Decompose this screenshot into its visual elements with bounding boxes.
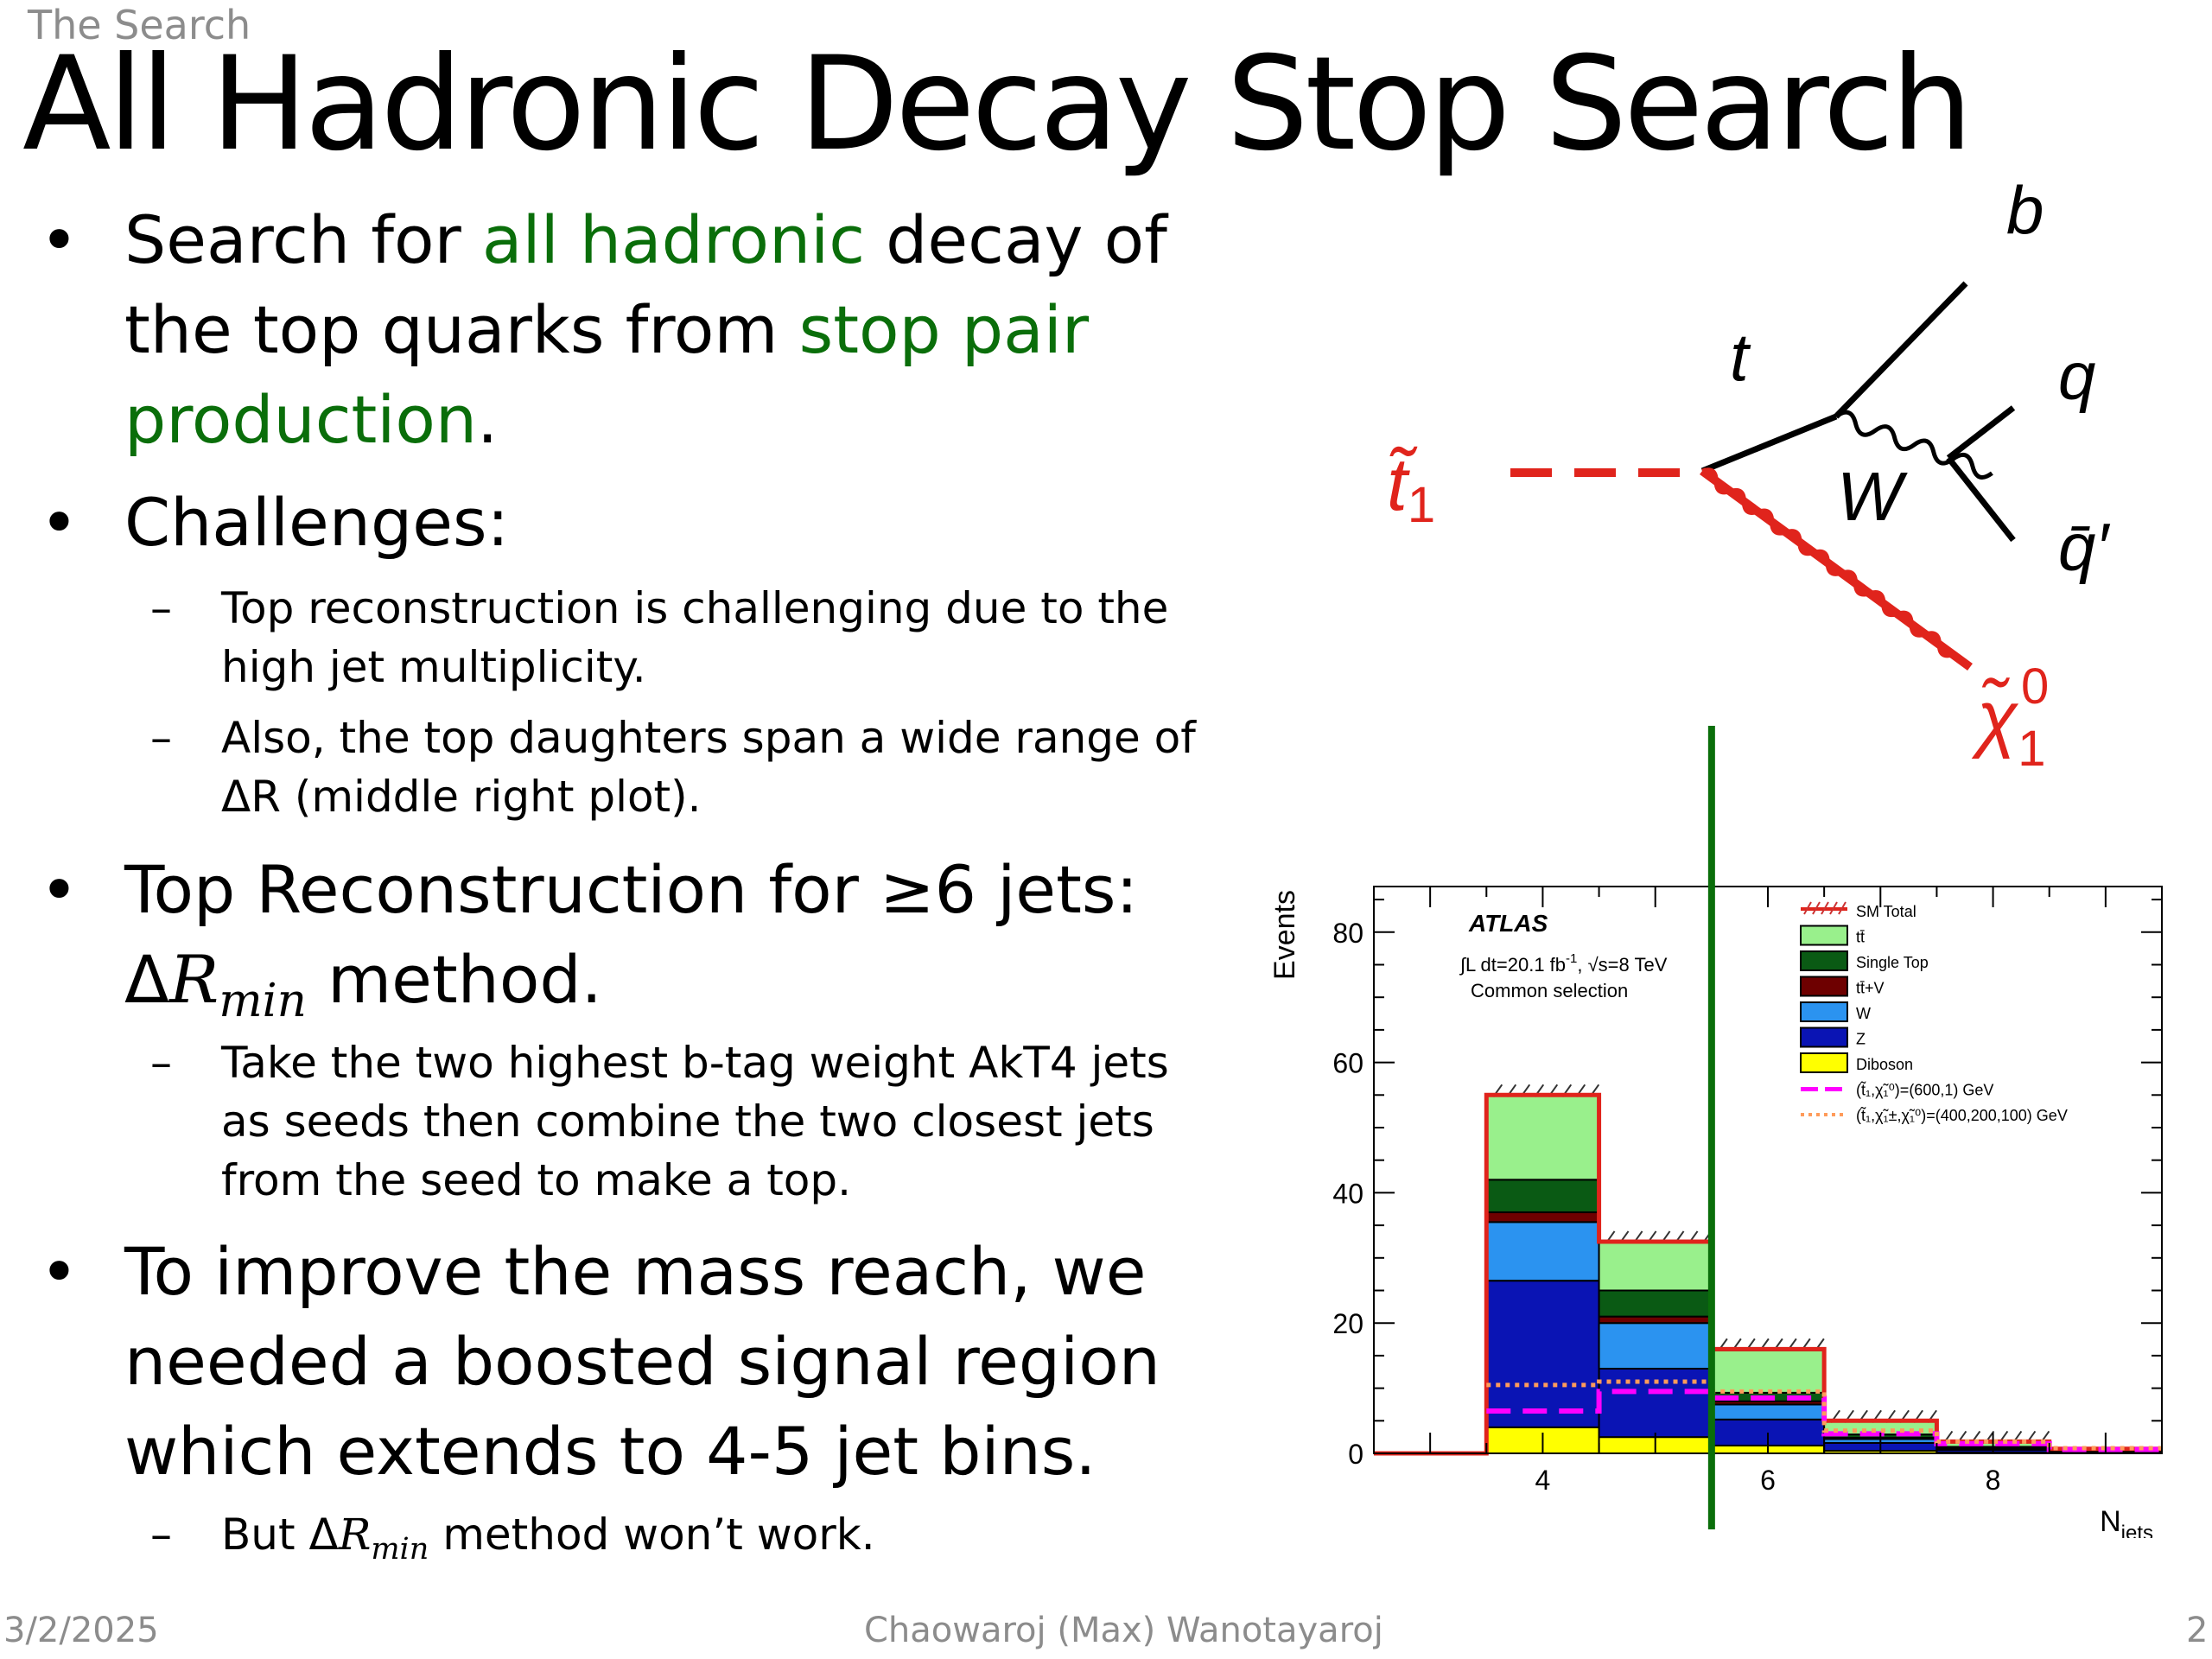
w-boson-line: [1834, 410, 1993, 480]
q-line: [1946, 405, 2016, 461]
top-line: [1700, 413, 1838, 474]
x-axis-label: Njets: [2100, 1505, 2153, 1538]
legend-swatch: [1800, 1001, 1848, 1022]
delta-r-min: Rmin: [169, 941, 307, 1028]
x-tick-label: 8: [1986, 1465, 2001, 1496]
y-tick-label: 40: [1332, 1178, 1363, 1209]
legend-hatch: [1838, 901, 1847, 915]
neutralino-label: χ̃0 1: [1971, 658, 2049, 777]
highlight-all-hadronic: all hadronic: [481, 201, 866, 278]
bullet-3-text: Top Reconstruction for ≥6 jets: ΔRmin me…: [124, 851, 1139, 1028]
y-tick-label: 20: [1332, 1308, 1363, 1339]
bullet-2-text: Challenges:: [124, 484, 510, 561]
bullet-dot: •: [40, 1233, 79, 1310]
signal-line-2: [1486, 1379, 2162, 1451]
legend-label: (t̃₁,χ̃₁⁰)=(600,1) GeV: [1856, 1081, 1993, 1098]
legend-hatch: [1821, 901, 1829, 915]
footer-page-number: 2: [2186, 1611, 2209, 1650]
bullet-1-text: Search for all hadronic decay of the top…: [124, 201, 1167, 458]
bar-tt: [1710, 1349, 1826, 1394]
bar-w: [1598, 1322, 1713, 1370]
atlas-selection: Common selection: [1471, 980, 1628, 1001]
legend-swatch: [1800, 925, 1848, 946]
highlight-stop-pair: stop pair production: [124, 291, 1090, 458]
sub-dash: –: [150, 583, 172, 633]
bullet-dot: •: [40, 851, 79, 928]
atlas-lumi: ∫L dt=20.1 fb-1, √s=8 TeV: [1459, 951, 1668, 976]
legend-label: SM Total: [1856, 903, 1916, 920]
bullet-dot: •: [40, 201, 79, 278]
bar-singletop: [1598, 1289, 1713, 1318]
x-tick-label: 4: [1535, 1465, 1551, 1496]
legend-label: tt̄: [1856, 929, 1865, 946]
bar-singletop: [1485, 1179, 1600, 1214]
legend-label: (t̃₁,χ̃₁±,χ̃₁⁰)=(400,200,100) GeV: [1856, 1107, 2068, 1124]
bar-z: [1485, 1280, 1600, 1428]
slide-title: All Hadronic Decay Stop Search: [22, 29, 1973, 180]
bullet-dot: •: [40, 484, 79, 561]
feynman-diagram: t̃1 t b W q q̄′ χ̃0 1: [1387, 173, 2110, 777]
bar-w: [1710, 1403, 1826, 1421]
bar-ttv: [1598, 1315, 1713, 1325]
y-axis-label: Events: [1268, 890, 1301, 980]
bullet-4-text: To improve the mass reach, we needed a b…: [124, 1233, 1160, 1490]
njets-histogram: 0 20 40 60 80 4 6 8 Njets Events ATLAS ∫L dt=20.1 f…: [1268, 726, 2164, 1538]
legend-hatch: [1812, 901, 1821, 915]
stop-label: t̃1: [1387, 443, 1435, 533]
qbar-line: [1946, 455, 2016, 543]
b-line: [1834, 281, 1968, 419]
footer-date: 3/2/2025: [3, 1611, 159, 1650]
section-label: The Search: [28, 2, 251, 48]
legend-label: Z: [1856, 1031, 1866, 1048]
legend-swatch: [1800, 1052, 1848, 1073]
atlas-label: ATLAS: [1468, 910, 1548, 937]
y-tick-label: 60: [1332, 1048, 1363, 1079]
sub-dash: –: [150, 1038, 172, 1088]
y-tick-label: 80: [1332, 918, 1363, 949]
legend-label: W: [1856, 1005, 1871, 1022]
legend-label: tt̄+V: [1856, 980, 1885, 997]
legend-swatch: [1800, 1027, 1848, 1048]
legend-hatch: [1829, 901, 1838, 915]
top-label: t: [1730, 319, 1751, 395]
x-tick-label: 6: [1760, 1465, 1776, 1496]
b-label: b: [2006, 173, 2044, 248]
bar-tt: [1485, 1094, 1600, 1181]
sub-dash: –: [150, 713, 172, 763]
bar-w: [1485, 1221, 1600, 1282]
legend-swatch: [1800, 976, 1848, 997]
footer-author: Chaowaroj (Max) Wanotayaroj: [864, 1611, 1383, 1650]
legend-label: Diboson: [1856, 1056, 1913, 1073]
qbar-label: q̄′: [2058, 509, 2110, 585]
bar-tt: [1598, 1240, 1713, 1292]
neutralino-wiggle: [1701, 467, 1955, 658]
delta-r-min: Rmin: [338, 1510, 429, 1567]
w-label: W: [1837, 458, 1908, 535]
q-label: q: [2058, 338, 2095, 414]
sub-dash: –: [150, 1510, 172, 1560]
legend-label: Single Top: [1856, 954, 1929, 971]
sm-total-line: [1374, 1092, 2162, 1456]
bar-z: [1598, 1367, 1713, 1439]
legend-swatch: [1800, 950, 1848, 971]
legend-hatch: [1803, 901, 1812, 915]
bar-ttv: [1485, 1211, 1600, 1224]
y-tick-label: 0: [1348, 1439, 1363, 1470]
